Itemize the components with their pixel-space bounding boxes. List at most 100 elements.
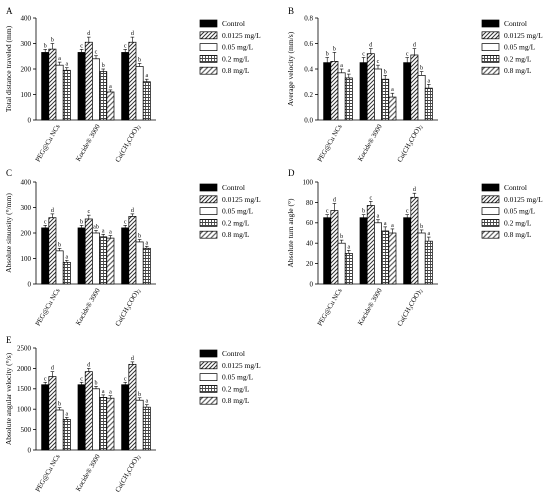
bar — [359, 62, 368, 121]
significance-label: d — [87, 31, 90, 37]
y-tick-label: 300 — [21, 204, 32, 212]
significance-label: d — [131, 208, 134, 214]
category-label: Cu(CH3COO)2 — [396, 287, 426, 329]
significance-label: c — [406, 209, 409, 215]
bar — [135, 399, 144, 451]
legend-label: 0.0125 mg/L — [504, 195, 543, 204]
bar — [55, 64, 64, 121]
y-tick-label: 500 — [21, 426, 32, 434]
bar — [135, 66, 144, 121]
panel-letter: B — [288, 6, 294, 16]
bar — [410, 54, 419, 121]
legend-swatch — [199, 349, 218, 358]
bar — [381, 230, 390, 285]
legend-swatch — [199, 219, 218, 227]
category-label: PEG@Cu NCs — [34, 123, 62, 164]
y-tick-label: 200 — [21, 65, 32, 73]
bar — [359, 217, 368, 285]
y-tick-label: 40 — [306, 240, 314, 248]
significance-label: c — [44, 219, 47, 225]
significance-label: a — [340, 63, 343, 69]
bar — [337, 72, 346, 121]
category-label: PEG@Cu NCs — [34, 453, 62, 494]
legend-label: 0.2 mg/L — [222, 218, 250, 227]
y-tick-label: 0 — [28, 116, 32, 124]
significance-label: a — [65, 411, 68, 417]
legend-swatch — [481, 219, 500, 227]
bar — [55, 250, 64, 285]
significance-label: d — [87, 362, 90, 368]
bar — [374, 68, 382, 121]
bar — [41, 52, 50, 121]
legend-label: 0.0125 mg/L — [222, 31, 261, 40]
category-label: Cu(CH3COO)2 — [396, 123, 426, 165]
significance-label: d — [413, 187, 416, 193]
significance-label: a — [102, 228, 105, 234]
y-tick-label: 0.8 — [304, 14, 313, 22]
bar — [424, 240, 433, 285]
bar — [48, 48, 57, 121]
legend-label: Control — [504, 19, 527, 28]
category-label: PEG@Cu NCs — [316, 287, 344, 328]
legend-label: 0.0125 mg/L — [222, 195, 261, 204]
significance-label: a — [427, 231, 430, 237]
significance-label: b — [95, 380, 98, 386]
significance-label: b — [326, 52, 329, 58]
significance-label: b — [58, 242, 61, 248]
category-label: Kocide® 3000 — [74, 123, 102, 163]
significance-label: c — [362, 52, 365, 58]
bar — [388, 96, 397, 121]
significance-label: b — [138, 57, 141, 63]
bar — [337, 242, 346, 285]
y-tick-label: 300 — [21, 40, 32, 48]
legend-swatch — [481, 66, 500, 75]
legend-label: 0.2 mg/L — [504, 54, 532, 63]
significance-label: c — [124, 219, 127, 225]
legend-label: Control — [222, 349, 245, 358]
significance-label: a — [145, 73, 148, 79]
bar — [344, 253, 353, 285]
legend-swatch — [199, 361, 218, 370]
significance-label: d — [51, 366, 54, 372]
chart-panel-c: C 0 100 200 300 400 Absolute sinuosity (°/mm) c… — [4, 168, 261, 328]
significance-label: d — [131, 356, 134, 362]
legend-swatch — [199, 373, 218, 381]
significance-label: b — [138, 392, 141, 398]
bar — [121, 227, 130, 285]
bar — [92, 232, 100, 285]
legend-label: 0.8 mg/L — [222, 230, 250, 239]
bar — [135, 241, 144, 285]
legend-swatch — [199, 195, 218, 204]
panel-letter: A — [6, 6, 13, 16]
significance-label: a — [347, 68, 350, 74]
bar — [62, 261, 71, 285]
significance-label: b — [44, 43, 47, 49]
legend-swatch — [199, 31, 218, 40]
legend-label: Control — [222, 19, 245, 28]
significance-label: b — [420, 66, 423, 72]
legend-label: 0.8 mg/L — [504, 66, 532, 75]
panel-letter: C — [6, 168, 12, 178]
bar — [323, 217, 332, 285]
y-tick-label: 0.6 — [304, 40, 313, 48]
panel-letter: E — [6, 335, 12, 345]
y-tick-label: 400 — [21, 14, 32, 22]
significance-label: a — [377, 214, 380, 220]
y-tick-label: 400 — [21, 178, 32, 186]
significance-label: a — [145, 399, 148, 405]
significance-label: a — [347, 244, 350, 250]
chart-panel-a: A 0 100 200 300 400 Total distance traveled (m… — [4, 6, 261, 164]
significance-label: c — [80, 43, 83, 49]
y-tick-label: 0.4 — [304, 65, 313, 73]
bar — [48, 376, 57, 451]
chart-panel-b: B 0.0 0.2 0.4 0.6 0.8 Average velocity (mm/s) b… — [286, 6, 543, 164]
bar — [77, 52, 86, 121]
legend-swatch — [481, 183, 500, 192]
category-label: Kocide® 3000 — [74, 287, 102, 327]
significance-label: b — [340, 234, 343, 240]
y-tick-label: 100 — [303, 178, 314, 186]
significance-label: a — [384, 221, 387, 227]
category-label: Kocide® 3000 — [74, 453, 102, 493]
significance-label: b — [58, 402, 61, 408]
bar — [330, 60, 339, 121]
